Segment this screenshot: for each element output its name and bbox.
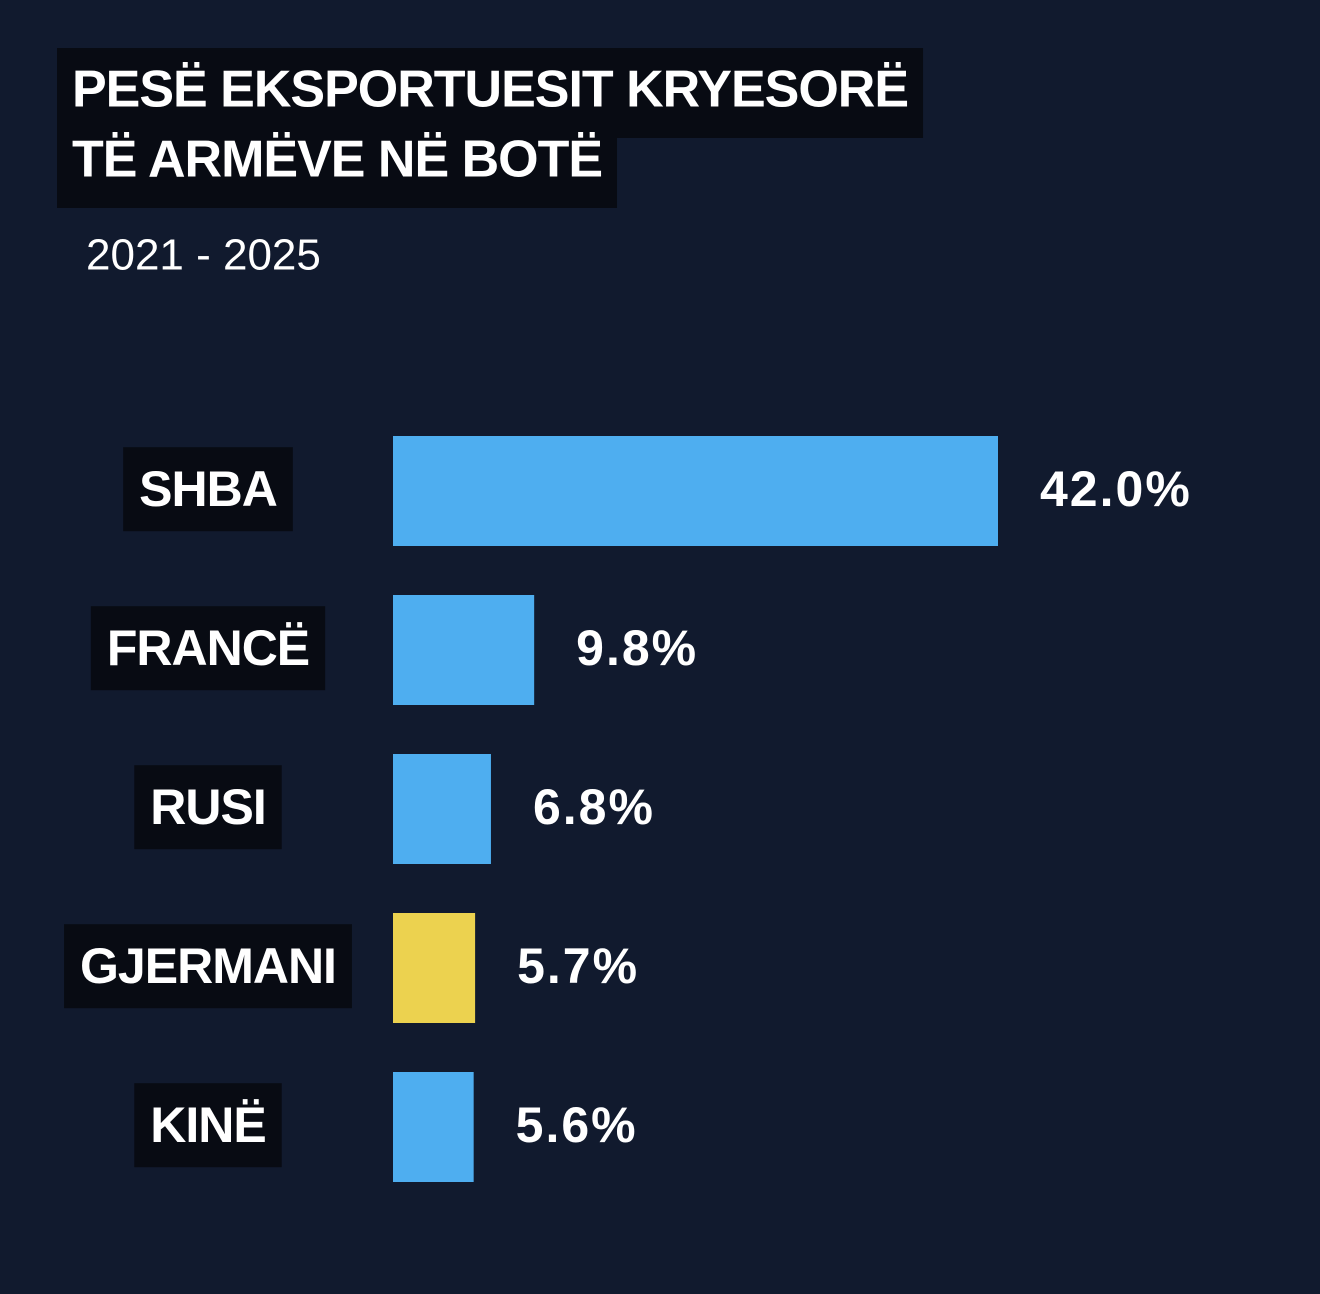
bar: [393, 754, 491, 864]
value-label: 42.0%: [1040, 461, 1192, 517]
chart-subtitle: 2021 - 2025: [86, 231, 321, 280]
category-label-background: [134, 765, 282, 850]
category-label: RUSI: [150, 779, 265, 835]
title-background: [57, 138, 618, 208]
title-background: [57, 48, 924, 138]
category-label-background: [64, 924, 352, 1009]
category-label: GJERMANI: [80, 938, 336, 994]
value-label: 9.8%: [576, 620, 698, 676]
category-label: SHBA: [139, 461, 277, 517]
chart-title: PESË EKSPORTUESIT KRYESORË: [72, 61, 908, 119]
value-label: 5.6%: [516, 1097, 638, 1153]
bar: [393, 436, 998, 546]
category-label-background: [90, 606, 326, 691]
category-label: KINË: [150, 1097, 265, 1153]
category-label: FRANCË: [107, 620, 309, 676]
value-label: 5.7%: [517, 938, 639, 994]
chart-title: TË ARMËVE NË BOTË: [72, 131, 602, 189]
category-label-background: [123, 447, 293, 532]
bar: [393, 913, 476, 1023]
bar: [393, 1072, 474, 1182]
bar: [393, 595, 535, 705]
category-label-background: [134, 1083, 282, 1168]
value-label: 6.8%: [533, 779, 655, 835]
